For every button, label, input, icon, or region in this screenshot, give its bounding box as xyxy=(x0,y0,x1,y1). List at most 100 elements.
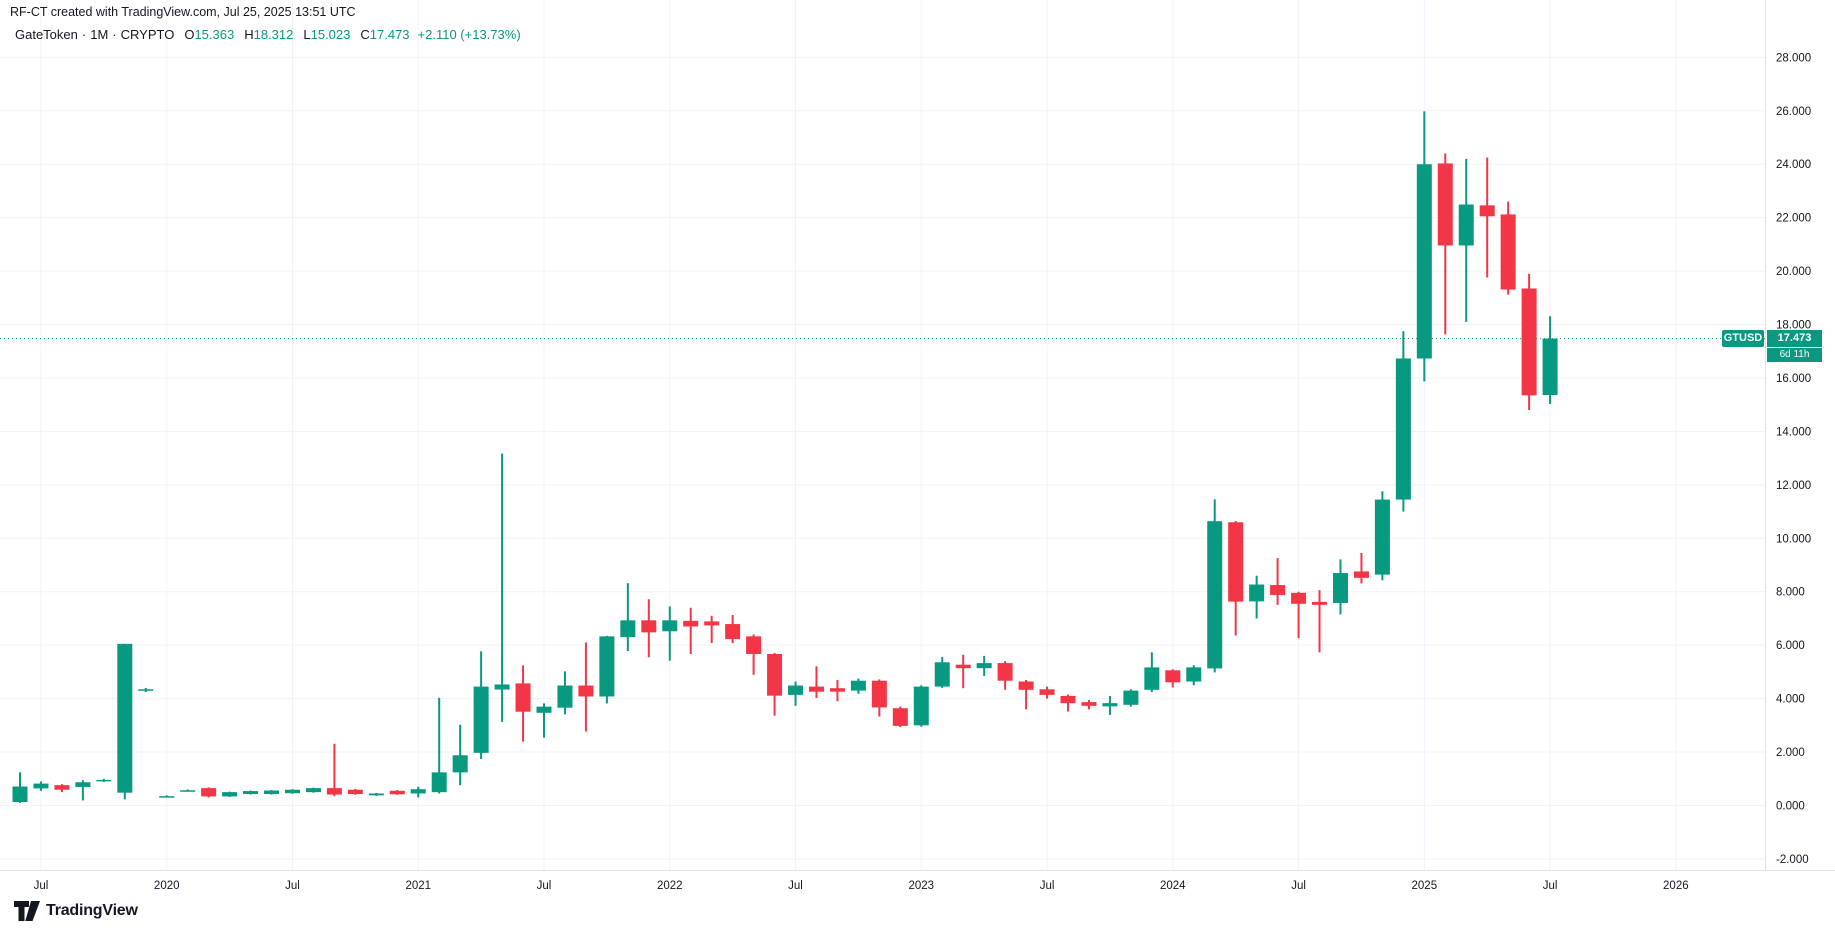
price-axis-label[interactable]: 10.000 xyxy=(1776,533,1811,545)
candle-2023-04 xyxy=(976,655,992,676)
candle-body xyxy=(641,620,657,633)
candle-wick xyxy=(1318,590,1321,653)
price-axis-label[interactable]: -2.000 xyxy=(1776,854,1809,866)
price-axis-label[interactable]: 4.000 xyxy=(1776,694,1805,706)
time-axis-label[interactable]: 2022 xyxy=(657,880,683,892)
price-axis-label[interactable]: 2.000 xyxy=(1776,747,1805,759)
candle-2020-03 xyxy=(201,787,217,798)
candle-wick xyxy=(1297,591,1300,639)
price-axis-label[interactable]: 24.000 xyxy=(1776,159,1811,171)
time-axis-label[interactable]: Jul xyxy=(34,880,49,892)
time-axis-border xyxy=(0,870,1835,871)
time-axis-label[interactable]: 2020 xyxy=(154,880,180,892)
candle-2020-02 xyxy=(180,789,196,792)
candle-2021-10 xyxy=(599,635,615,704)
candle-body xyxy=(75,782,91,788)
candle-wick xyxy=(501,453,504,722)
candle-body xyxy=(1060,695,1076,704)
price-axis-label[interactable]: 12.000 xyxy=(1776,480,1811,492)
candle-body xyxy=(452,755,468,773)
price-axis-label[interactable]: 22.000 xyxy=(1776,213,1811,225)
close-value: 17.473 xyxy=(369,27,410,42)
candle-2022-02 xyxy=(683,607,699,654)
candle-2024-02 xyxy=(1186,665,1202,686)
snapshot-note: RF-CT created with TradingView.com, Jul … xyxy=(10,5,356,19)
candle-body xyxy=(222,792,238,797)
candle-body xyxy=(1479,205,1495,217)
candle-wick xyxy=(165,795,168,797)
tradingview-logo[interactable]: TradingView xyxy=(14,901,138,921)
price-axis-label[interactable]: 20.000 xyxy=(1776,266,1811,278)
candle-body xyxy=(599,636,615,697)
time-axis-label[interactable]: 2025 xyxy=(1412,880,1438,892)
time-axis-label[interactable]: 2021 xyxy=(405,880,431,892)
time-axis-label[interactable]: Jul xyxy=(1291,880,1306,892)
candle-2019-12 xyxy=(138,687,154,692)
candle-body xyxy=(913,686,929,726)
candle-wick xyxy=(81,780,84,801)
price-axis-label[interactable]: 14.000 xyxy=(1776,426,1811,438)
candle-body xyxy=(117,643,133,793)
candle-2021-07 xyxy=(536,703,552,738)
time-axis-label[interactable]: 2023 xyxy=(908,880,934,892)
candle-2022-07 xyxy=(788,681,804,706)
candle-2021-09 xyxy=(578,642,594,732)
candle-body xyxy=(431,772,447,793)
candle-2021-11 xyxy=(620,583,636,652)
price-axis-label[interactable]: 18.000 xyxy=(1776,320,1811,332)
price-axis-label[interactable]: 26.000 xyxy=(1776,106,1811,118)
last-price-symbol-badge: GTUSD xyxy=(1722,330,1764,347)
candle-body xyxy=(1018,681,1034,690)
price-axis-label[interactable]: 6.000 xyxy=(1776,640,1805,652)
candle-2020-12 xyxy=(389,790,405,795)
candle-body xyxy=(1332,573,1348,603)
time-axis-label[interactable]: Jul xyxy=(1040,880,1055,892)
price-axis-label[interactable]: 28.000 xyxy=(1776,52,1811,64)
candle-2019-08 xyxy=(54,784,70,793)
candle-body xyxy=(368,793,384,796)
candle-2025-07 xyxy=(1542,316,1558,405)
time-axis-label[interactable]: Jul xyxy=(1543,880,1558,892)
time-axis-label[interactable]: 2026 xyxy=(1663,880,1689,892)
price-axis-label[interactable]: 16.000 xyxy=(1776,373,1811,385)
candle-body xyxy=(662,620,678,632)
candle-2023-08 xyxy=(1060,694,1076,712)
candle-body xyxy=(683,620,699,627)
candle-body xyxy=(1437,163,1453,246)
candle-2022-04 xyxy=(725,614,741,644)
candle-2024-11 xyxy=(1374,491,1390,581)
candle-2023-05 xyxy=(997,661,1013,690)
candle-wick xyxy=(626,583,629,652)
price-axis-label[interactable]: 8.000 xyxy=(1776,587,1805,599)
candle-wick xyxy=(1276,558,1279,605)
candle-body xyxy=(410,789,426,794)
candle-2023-10 xyxy=(1102,695,1118,715)
candle-2022-01 xyxy=(662,606,678,661)
candle-2022-03 xyxy=(704,615,720,644)
symbol-legend: GateToken · 1M · CRYPTO O15.363 H18.312 L15.023… xyxy=(15,27,521,42)
price-axis-label[interactable]: 0.000 xyxy=(1776,801,1805,813)
high-value: 18.312 xyxy=(253,27,294,42)
candle-2022-12 xyxy=(892,706,908,728)
time-axis-label[interactable]: Jul xyxy=(537,880,552,892)
candle-2025-01 xyxy=(1416,111,1432,382)
candle-body xyxy=(1123,690,1139,705)
candle-2020-07 xyxy=(284,789,300,794)
candle-body xyxy=(850,680,866,691)
candle-body xyxy=(1081,702,1097,706)
candle-2023-03 xyxy=(955,654,971,689)
high-label: H xyxy=(244,27,254,42)
candle-2024-12 xyxy=(1395,331,1411,512)
candle-2022-10 xyxy=(850,678,866,694)
time-axis-label[interactable]: 2024 xyxy=(1160,880,1186,892)
candle-body xyxy=(620,620,636,638)
candle-body xyxy=(892,708,908,726)
candle-2021-06 xyxy=(515,665,531,742)
time-axis-label[interactable]: Jul xyxy=(285,880,300,892)
time-axis-label[interactable]: Jul xyxy=(788,880,803,892)
price-axis-border xyxy=(1765,0,1766,870)
candle-wick xyxy=(333,743,336,797)
candle-wick xyxy=(543,703,545,738)
candle-2020-06 xyxy=(264,790,280,795)
